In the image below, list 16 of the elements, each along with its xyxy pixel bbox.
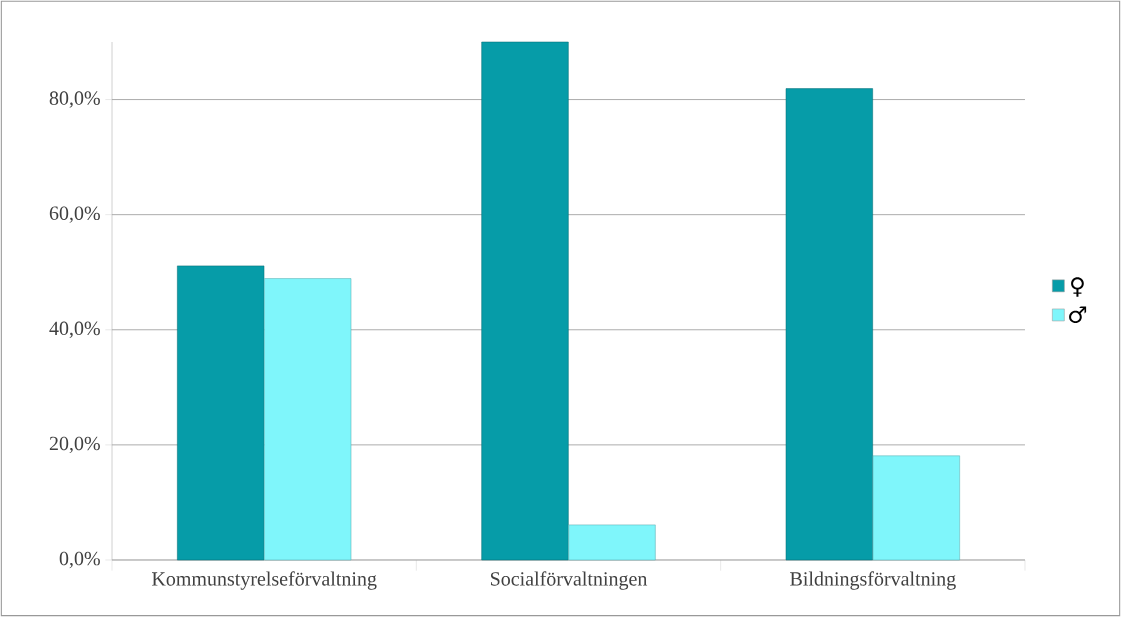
x-tick-label: Bildningsförvaltning	[790, 571, 956, 590]
x-tick-label: Kommunstyrelseförvaltning	[152, 571, 377, 590]
y-tick-label: 60,0%	[49, 206, 100, 223]
y-tick-label: 40,0%	[49, 321, 100, 338]
x-tick-label: Socialförvaltningen	[490, 571, 648, 590]
y-tick-label: 80,0%	[49, 91, 100, 108]
legend-label: ♂	[1069, 306, 1087, 324]
legend-label: ♀	[1071, 277, 1084, 297]
bar	[177, 265, 265, 561]
y-tick-label: 20,0%	[49, 436, 100, 454]
bar	[481, 41, 569, 561]
bar	[872, 455, 960, 561]
y-tick-label: 0,0%	[59, 551, 100, 569]
bar	[785, 88, 873, 561]
bar	[264, 278, 352, 561]
bar	[568, 524, 656, 561]
